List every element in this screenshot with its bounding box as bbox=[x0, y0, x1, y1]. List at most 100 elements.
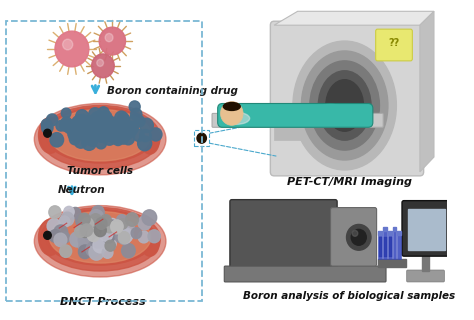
Circle shape bbox=[63, 39, 73, 50]
Ellipse shape bbox=[49, 212, 151, 263]
Circle shape bbox=[97, 120, 108, 131]
Circle shape bbox=[104, 222, 118, 235]
Circle shape bbox=[98, 111, 112, 125]
Circle shape bbox=[97, 129, 108, 140]
Circle shape bbox=[110, 221, 123, 234]
Circle shape bbox=[351, 229, 366, 245]
Circle shape bbox=[105, 240, 116, 251]
Ellipse shape bbox=[40, 106, 160, 169]
Circle shape bbox=[79, 129, 90, 140]
Text: BNCT Process: BNCT Process bbox=[60, 297, 146, 307]
Circle shape bbox=[77, 235, 88, 246]
Circle shape bbox=[68, 126, 80, 138]
Circle shape bbox=[118, 232, 130, 244]
Circle shape bbox=[80, 124, 90, 135]
Ellipse shape bbox=[326, 80, 364, 131]
Circle shape bbox=[91, 206, 104, 219]
Circle shape bbox=[129, 114, 142, 127]
Circle shape bbox=[69, 127, 80, 139]
Bar bbox=[388, 231, 392, 235]
Text: PET-CT/MRI Imaging: PET-CT/MRI Imaging bbox=[287, 177, 412, 187]
Bar bbox=[397, 231, 401, 235]
Circle shape bbox=[82, 220, 93, 232]
Circle shape bbox=[78, 117, 90, 129]
Text: ??: ?? bbox=[388, 38, 399, 48]
Circle shape bbox=[115, 123, 126, 134]
Circle shape bbox=[106, 128, 118, 142]
Circle shape bbox=[105, 33, 113, 42]
Circle shape bbox=[120, 126, 133, 140]
Circle shape bbox=[102, 236, 116, 251]
Circle shape bbox=[126, 121, 138, 134]
Bar bbox=[388, 231, 392, 259]
Circle shape bbox=[72, 232, 87, 247]
Ellipse shape bbox=[312, 105, 349, 122]
Circle shape bbox=[87, 220, 98, 231]
Bar bbox=[384, 237, 387, 257]
Circle shape bbox=[84, 228, 94, 238]
Circle shape bbox=[41, 119, 52, 130]
Ellipse shape bbox=[46, 210, 155, 265]
Ellipse shape bbox=[223, 102, 240, 110]
Circle shape bbox=[102, 226, 117, 241]
Circle shape bbox=[86, 242, 100, 257]
Circle shape bbox=[64, 206, 74, 217]
Bar bbox=[378, 259, 406, 267]
Circle shape bbox=[106, 219, 118, 231]
Circle shape bbox=[77, 114, 88, 125]
Circle shape bbox=[120, 228, 133, 242]
Circle shape bbox=[61, 108, 71, 118]
Circle shape bbox=[150, 128, 162, 141]
Ellipse shape bbox=[38, 117, 62, 153]
Circle shape bbox=[54, 233, 67, 247]
Circle shape bbox=[92, 211, 104, 223]
Circle shape bbox=[118, 219, 128, 229]
Circle shape bbox=[55, 31, 89, 67]
Circle shape bbox=[220, 101, 243, 125]
Bar bbox=[392, 228, 396, 259]
Circle shape bbox=[113, 134, 123, 146]
Text: Tumor cells: Tumor cells bbox=[67, 166, 133, 176]
Circle shape bbox=[94, 111, 106, 124]
Circle shape bbox=[99, 219, 112, 233]
Circle shape bbox=[76, 214, 89, 228]
Circle shape bbox=[47, 219, 61, 234]
Circle shape bbox=[115, 231, 126, 243]
Circle shape bbox=[99, 27, 126, 55]
Circle shape bbox=[71, 118, 85, 132]
Bar bbox=[397, 231, 401, 259]
Circle shape bbox=[90, 214, 102, 227]
Circle shape bbox=[130, 108, 142, 120]
Circle shape bbox=[81, 123, 94, 137]
Bar bbox=[422, 253, 429, 271]
Circle shape bbox=[82, 135, 96, 150]
Circle shape bbox=[59, 216, 70, 227]
Circle shape bbox=[116, 226, 131, 241]
Circle shape bbox=[70, 232, 84, 247]
Circle shape bbox=[98, 107, 109, 118]
Circle shape bbox=[95, 113, 106, 124]
Circle shape bbox=[84, 131, 96, 144]
Ellipse shape bbox=[141, 126, 159, 154]
Polygon shape bbox=[274, 11, 434, 25]
Circle shape bbox=[73, 115, 88, 130]
Circle shape bbox=[111, 220, 123, 233]
Circle shape bbox=[56, 121, 66, 131]
FancyBboxPatch shape bbox=[407, 270, 444, 282]
Circle shape bbox=[49, 206, 61, 219]
Circle shape bbox=[64, 120, 77, 134]
FancyBboxPatch shape bbox=[230, 200, 337, 273]
Circle shape bbox=[44, 129, 51, 137]
Bar bbox=[274, 126, 302, 140]
Circle shape bbox=[90, 219, 100, 230]
FancyBboxPatch shape bbox=[212, 113, 383, 127]
Circle shape bbox=[116, 124, 127, 136]
Circle shape bbox=[111, 222, 124, 234]
Circle shape bbox=[118, 233, 129, 244]
Bar bbox=[392, 228, 396, 231]
Circle shape bbox=[78, 245, 91, 259]
Circle shape bbox=[82, 224, 94, 236]
Circle shape bbox=[92, 217, 105, 231]
Circle shape bbox=[100, 115, 115, 130]
Circle shape bbox=[91, 233, 104, 248]
